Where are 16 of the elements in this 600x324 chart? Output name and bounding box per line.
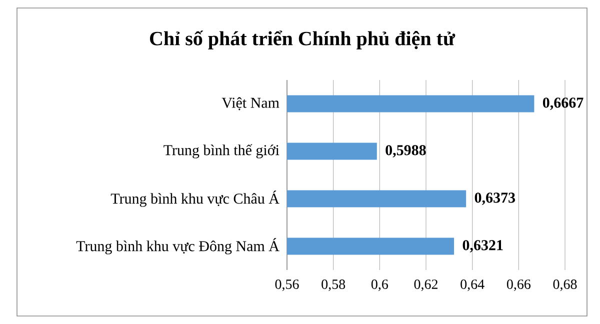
data-label: 0,6667 [542,98,584,110]
data-label: 0,5988 [386,145,426,158]
x-tick-label: 0,66 [506,280,530,291]
y-tick-label: Việt Nam [222,97,280,110]
x-tick-label: 0,64 [460,280,484,291]
x-tick-label: 0,56 [275,280,299,291]
x-tick-label: 0,6 [371,280,388,291]
x-tick-label: 0,68 [553,280,577,291]
y-tick-label: Trung bình khu vực Đông Nam Á [76,238,280,254]
y-tick-label: Trung bình khu vực Châu Á [110,190,280,207]
data-label: 0,6373 [474,192,516,205]
y-tick-label: Trung bình thế giới [164,144,280,158]
x-tick-label: 0,62 [414,280,438,291]
x-tick-label: 0,58 [322,280,346,291]
data-label: 0,6321 [462,240,503,252]
chart-title: Chỉ số phát triển Chính phủ điện tử [150,30,456,50]
